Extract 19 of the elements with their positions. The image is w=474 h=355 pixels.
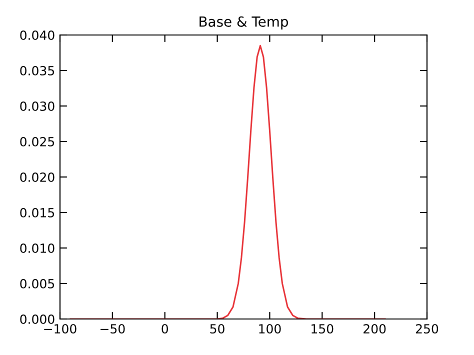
y-tick-label: 0.000 — [20, 314, 54, 324]
y-tick-label: 0.035 — [20, 66, 54, 76]
x-tick-label: 150 — [312, 324, 334, 334]
y-tick-label: 0.040 — [20, 30, 54, 40]
x-tick-label: 0 — [162, 324, 168, 334]
x-tick-label: 200 — [364, 324, 386, 334]
y-tick-label: 0.030 — [20, 101, 54, 111]
y-tick-label: 0.020 — [20, 172, 54, 182]
x-tick-label: −100 — [44, 324, 76, 334]
y-tick-label: 0.025 — [20, 136, 54, 146]
chart-title: Base & Temp — [200, 16, 288, 30]
y-tick-label: 0.015 — [20, 208, 54, 218]
x-tick-label: 50 — [210, 324, 224, 334]
line-series — [70, 44, 386, 319]
y-tick-label: 0.010 — [20, 243, 54, 253]
x-tick-label: 250 — [416, 324, 438, 334]
x-tick-label: 100 — [259, 324, 281, 334]
x-tick-label: −50 — [100, 324, 125, 334]
y-tick-label: 0.005 — [20, 278, 54, 288]
